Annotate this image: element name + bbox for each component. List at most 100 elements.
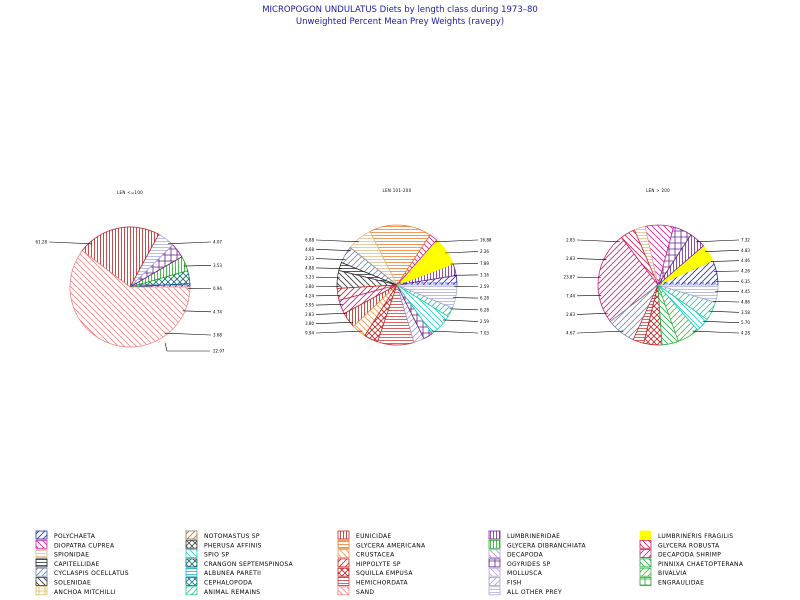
leader-line <box>316 321 354 325</box>
pie-header: LEN 101-200 <box>382 188 411 193</box>
legend-label: ANCHOA MITCHILLI <box>54 589 116 596</box>
legend-label: LUMBRINERIS FRAGILIS <box>658 533 733 540</box>
value-label: 0.94 <box>213 286 222 291</box>
legend-item-decapoda: DECAPODA <box>488 549 543 559</box>
leader-line <box>183 264 211 267</box>
legend-swatch <box>185 567 198 577</box>
leader-line <box>449 308 478 311</box>
legend-swatch <box>488 567 501 577</box>
value-label: 6.28 <box>480 296 489 301</box>
value-label: 4.83 <box>741 248 750 253</box>
legend-label: MOLLUSCA <box>507 570 543 577</box>
legend-label: OGYRIDES SP <box>507 561 551 568</box>
legend-swatch <box>639 558 652 568</box>
pie-header: LEN > 200 <box>646 188 670 193</box>
pie-chart-1: LEN <=100 4.07 3.53 0.94 4.74 3.68 61.28 22.97 <box>36 190 225 354</box>
value-label: 3.58 <box>741 310 750 315</box>
legend-swatch <box>337 567 350 577</box>
legend-swatch <box>488 549 501 558</box>
legend-label: CEPHALOPODA <box>204 580 253 587</box>
legend-label: CAPITELLIDAE <box>54 561 100 568</box>
value-label: 23.87 <box>564 275 576 280</box>
value-label: 4.46 <box>741 258 750 263</box>
legend-item-spionidae: SPIONIDAE <box>35 549 89 559</box>
leader-line <box>704 250 739 252</box>
value-label: 6.88 <box>305 238 314 243</box>
value-label: 2.83 <box>566 256 575 261</box>
value-label: 6.28 <box>480 307 489 312</box>
value-label: 2.23 <box>305 256 314 261</box>
value-label: 2.83 <box>566 312 575 317</box>
leader-line <box>49 241 92 245</box>
legend-label: ALBUNEA PARETII <box>204 570 261 577</box>
pie-slice-eunicidae <box>81 226 160 288</box>
value-label: 4.24 <box>305 293 314 298</box>
legend-item-eunicidae: EUNICIDAE <box>337 530 391 540</box>
leader-line <box>435 239 478 243</box>
legend-swatch <box>35 549 48 558</box>
leader-line <box>164 342 210 352</box>
value-label: 4.07 <box>213 240 222 245</box>
value-label: 4.45 <box>741 289 750 294</box>
legend-item-hemichordata: HEMICHORDATA <box>337 577 408 587</box>
leader-line <box>577 258 607 260</box>
legend-item-solenidae: SOLENIDAE <box>35 577 91 587</box>
legend-item-engraulidae: ENGRAULIDAE <box>639 577 704 587</box>
legend-item-albunea: ALBUNEA PARETII <box>185 567 261 577</box>
value-label: 7.44 <box>566 293 575 298</box>
legend-swatch <box>488 530 501 540</box>
value-label: 4.74 <box>213 309 222 314</box>
legend-item-fish: FISH <box>488 577 521 587</box>
legend-swatch <box>337 577 350 586</box>
legend-item-lumbrineridae: LUMBRINERIDAE <box>488 530 560 540</box>
legend-item-mollusca: MOLLUSCA <box>488 567 543 577</box>
leader-line <box>444 251 478 254</box>
value-label: 2.83 <box>566 238 575 243</box>
value-label: 3.80 <box>305 284 314 289</box>
legend-label: SPIONIDAE <box>54 552 89 559</box>
legend-swatch <box>488 586 501 596</box>
legend-swatch <box>185 558 198 568</box>
legend-swatch <box>35 530 48 540</box>
legend-label: PHERUSA AFFINIS <box>204 542 262 549</box>
legend-swatch <box>185 539 198 549</box>
value-label: 16.88 <box>480 238 492 243</box>
value-label: 4.88 <box>305 265 314 270</box>
legend-item-ogyrides: OGYRIDES SP <box>488 558 551 568</box>
legend-item-glycera_di: GLYCERA DIBRANCHIATA <box>488 539 586 549</box>
leader-line <box>577 330 624 334</box>
value-label: 5.70 <box>741 320 750 325</box>
legend-item-notomastus: NOTOMASTUS SP <box>185 530 260 540</box>
value-label: 2.26 <box>480 249 489 254</box>
legend-item-cephalopoda: CEPHALOPODA <box>185 577 253 587</box>
legend-label: CRUSTACEA <box>356 552 395 559</box>
value-label: 2.59 <box>480 284 489 289</box>
leader-line <box>710 260 739 262</box>
legend-label: ALL OTHER PREY <box>507 589 562 596</box>
legend-label: DECAPODA SHRIMP <box>658 552 721 559</box>
legend-swatch <box>337 558 350 568</box>
leader-line <box>316 239 359 243</box>
value-label: 7.32 <box>741 238 750 243</box>
value-label: 2.59 <box>480 319 489 324</box>
legend-swatch <box>35 558 48 568</box>
value-label: 3.53 <box>213 263 222 268</box>
legend-item-glycera_am: GLYCERA AMERICANA <box>337 539 426 549</box>
legend-item-diopatra: DIOPATRA CUPREA <box>35 539 115 549</box>
legend-swatch <box>639 539 652 549</box>
value-label: 61.28 <box>36 240 48 245</box>
legend-swatch <box>185 586 198 596</box>
chart-title: MICROPOGON UNDULATUS Diets by length cla… <box>262 5 538 15</box>
value-label: 3.80 <box>305 321 314 326</box>
leader-line <box>316 249 351 251</box>
legend-item-crustacea: CRUSTACEA <box>337 549 395 559</box>
value-label: 4.26 <box>741 269 750 274</box>
legend-label: SPIO SP <box>204 552 229 559</box>
legend-item-dec_shrimp: DECAPODA SHRIMP <box>639 549 721 559</box>
legend-label: CYCLASPIS OCELLATUS <box>54 570 129 577</box>
legend-label: ANIMAL REMAINS <box>204 589 260 596</box>
legend-label: SAND <box>356 589 374 596</box>
legend-swatch <box>639 530 652 540</box>
legend-label: BIVALVIA <box>658 570 687 577</box>
legend-swatch <box>488 558 501 568</box>
